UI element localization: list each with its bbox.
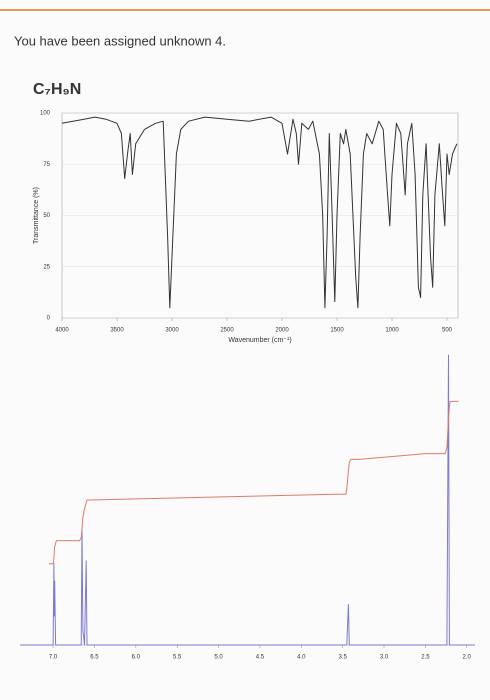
spectrum-line [61,116,458,309]
spectrum-line [20,354,475,646]
x-tick-label: 3.0 [380,655,389,661]
heading: You have been assigned unknown 4. [14,33,226,48]
x-axis-label: Wavenumber (cm⁻¹) [228,337,291,344]
x-tick-label: 3.5 [338,655,347,661]
x-tick-label: 3500 [110,328,124,334]
y-tick-label: 100 [40,111,51,117]
y-tick-label: 50 [43,213,50,219]
x-tick-label: 2.5 [421,655,430,661]
x-tick-label: 4.0 [297,655,306,661]
y-tick-label: 75 [43,162,50,168]
x-tick-label: 2500 [220,328,234,334]
y-tick-label: 25 [43,264,50,270]
x-tick-label: 4.5 [256,655,265,661]
x-tick-label: 5.0 [214,655,223,661]
x-tick-label: 4000 [55,328,69,334]
x-tick-label: 3000 [165,328,179,334]
x-tick-label: 2.0 [463,655,472,661]
x-tick-label: 5.5 [173,655,182,661]
y-axis-label: Transmittance (%) [33,187,40,244]
x-tick-label: 6.5 [90,655,99,661]
y-tick-label: 0 [47,316,51,322]
x-tick-label: 1500 [330,328,344,334]
x-tick-label: 6.0 [132,655,141,661]
spectrum-line [49,400,459,565]
x-tick-label: 500 [442,328,453,334]
x-tick-label: 2000 [275,328,289,334]
x-tick-label: 1000 [385,328,399,334]
formula: C₇H₉N [33,81,81,98]
x-tick-label: 7.0 [49,655,58,661]
